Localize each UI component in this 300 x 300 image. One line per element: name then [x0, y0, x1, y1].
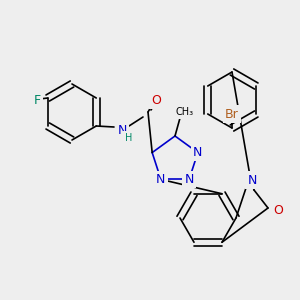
Text: N: N: [247, 173, 257, 187]
Text: CH₃: CH₃: [176, 107, 194, 117]
Text: O: O: [151, 94, 161, 106]
Text: Br: Br: [225, 107, 239, 121]
Text: F: F: [34, 94, 41, 106]
Text: N: N: [117, 124, 127, 136]
Text: O: O: [273, 203, 283, 217]
Text: N: N: [156, 173, 166, 186]
Text: H: H: [125, 133, 133, 143]
Text: N: N: [193, 146, 203, 159]
Text: N: N: [184, 173, 194, 186]
